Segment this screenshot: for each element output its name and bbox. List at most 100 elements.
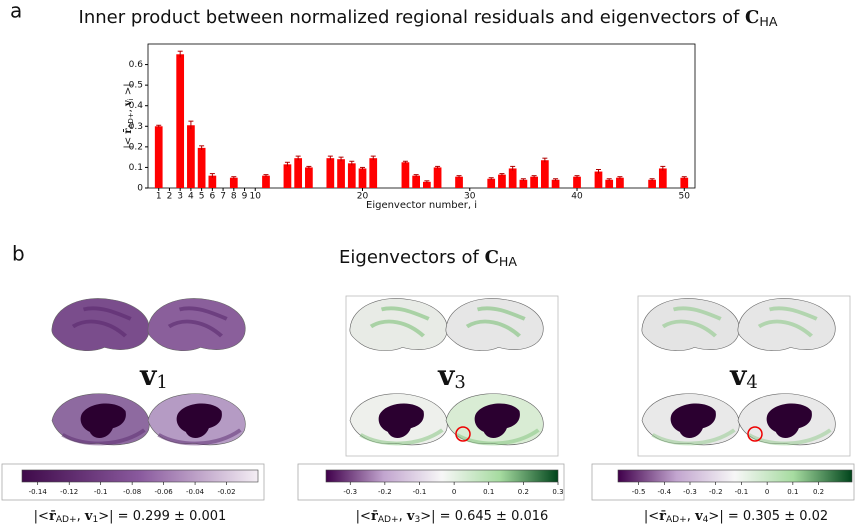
colorbar-tick-label: -0.4 (657, 488, 671, 496)
x-tick-label: 4 (188, 192, 194, 202)
open: |< (644, 509, 659, 524)
x-tick-label: 9 (242, 192, 248, 202)
bar (337, 159, 345, 188)
colorbar-tick-label: -0.2 (709, 488, 723, 496)
bar (359, 168, 367, 188)
plot-frame (148, 44, 695, 188)
x-tick-label: 2 (167, 192, 173, 202)
title: Inner product between normalized regiona… (79, 7, 778, 29)
colorbar (326, 470, 558, 482)
bar (402, 162, 410, 188)
y-tick-label: 0.1 (129, 163, 143, 173)
bar (155, 126, 163, 188)
bar (616, 178, 624, 188)
colorbar-tick-label: -0.1 (413, 488, 427, 496)
title-sub: HA (499, 254, 517, 269)
x-tick-label: 50 (679, 192, 691, 202)
caption: |<r̄AD+, v4>| = 0.305 ± 0.02 (644, 509, 828, 525)
x-tick-label: 7 (220, 192, 226, 202)
y-axis-label: |< r̄AD+, vi >| (123, 83, 136, 148)
v: v (139, 359, 157, 392)
close: >| = 0.645 ± 0.016 (420, 509, 548, 524)
bar (595, 172, 603, 188)
bar (680, 178, 688, 188)
bar (176, 54, 184, 188)
eigenvector-label: v3 (437, 359, 466, 394)
brain-medial (642, 394, 739, 445)
bar (552, 180, 560, 188)
y-tick-label: 0 (137, 184, 143, 194)
caption: |<r̄AD+, v3>| = 0.645 ± 0.016 (356, 509, 549, 525)
colorbar-tick-label: 0.2 (813, 488, 824, 496)
colorbar-tick-label: 0 (765, 488, 769, 496)
figure: a b Inner product between normalized reg… (0, 0, 857, 529)
bar (520, 180, 528, 188)
bar (573, 177, 581, 188)
bar (530, 177, 538, 188)
brain-surface (642, 298, 739, 350)
colorbar (618, 470, 852, 482)
brain-lateral (738, 298, 835, 350)
bar (434, 167, 442, 188)
brain-medial (148, 394, 245, 445)
title-text: Eigenvectors of (339, 247, 485, 268)
colorbar-tick-label: -0.5 (632, 488, 646, 496)
colorbar-tick-label: -0.3 (343, 488, 357, 496)
title: Eigenvectors of CHA (339, 247, 517, 269)
r-sub: AD+ (378, 515, 399, 525)
panel-label: a (10, 0, 22, 23)
sep: , (687, 509, 695, 524)
brain-surface (738, 298, 835, 350)
bar (648, 180, 656, 188)
bar (541, 160, 549, 188)
bar (326, 158, 334, 188)
colorbar-tick-label: -0.1 (735, 488, 749, 496)
x-tick-label: 8 (231, 192, 237, 202)
bar (455, 177, 463, 188)
x-tick-label: 1 (156, 192, 162, 202)
v-sub: 1 (156, 372, 167, 393)
brain-lateral (52, 298, 149, 350)
brain-lateral (642, 298, 739, 350)
eigenvector-label: v4 (729, 359, 758, 394)
brain-medial (52, 394, 149, 445)
bar (284, 164, 292, 188)
v-sub: 4 (746, 372, 757, 393)
panel-label: b (12, 242, 25, 266)
bar (659, 168, 667, 188)
bar (498, 175, 506, 188)
bar (187, 125, 195, 188)
bar (198, 148, 206, 188)
open: |< (34, 509, 49, 524)
bar (305, 167, 313, 188)
r-sub: AD+ (127, 112, 135, 128)
close: >| = 0.299 ± 0.001 (98, 509, 226, 524)
brain-surface (148, 298, 245, 350)
v-sub: 3 (454, 372, 465, 393)
brain-surface (446, 298, 543, 350)
colorbar-tick-label: -0.12 (60, 488, 78, 496)
bar (369, 158, 377, 188)
sep: , (77, 509, 85, 524)
colorbar-tick-label: -0.04 (186, 488, 205, 496)
x-axis-label: Eigenvector number, i (366, 200, 477, 211)
colorbar-tick-label: -0.2 (378, 488, 392, 496)
brain-lateral (446, 298, 543, 350)
brain-surface (52, 298, 149, 350)
bar (348, 163, 356, 188)
colorbar-tick-label: -0.1 (94, 488, 108, 496)
title-math: C (745, 7, 759, 28)
brain-lateral (148, 298, 245, 350)
brain-surface (350, 298, 447, 350)
bar (294, 158, 302, 188)
colorbar-tick-label: 0.2 (518, 488, 529, 496)
colorbar-tick-label: 0.3 (552, 488, 563, 496)
v: v (729, 359, 747, 392)
colorbar-tick-label: -0.08 (123, 488, 141, 496)
bar (230, 178, 238, 188)
colorbar-tick-label: 0 (452, 488, 456, 496)
caption: |<r̄AD+, v1>| = 0.299 ± 0.001 (34, 509, 227, 525)
brain-lateral (350, 298, 447, 350)
title-math: C (485, 247, 499, 268)
eigenvector-label: v1 (139, 359, 168, 394)
